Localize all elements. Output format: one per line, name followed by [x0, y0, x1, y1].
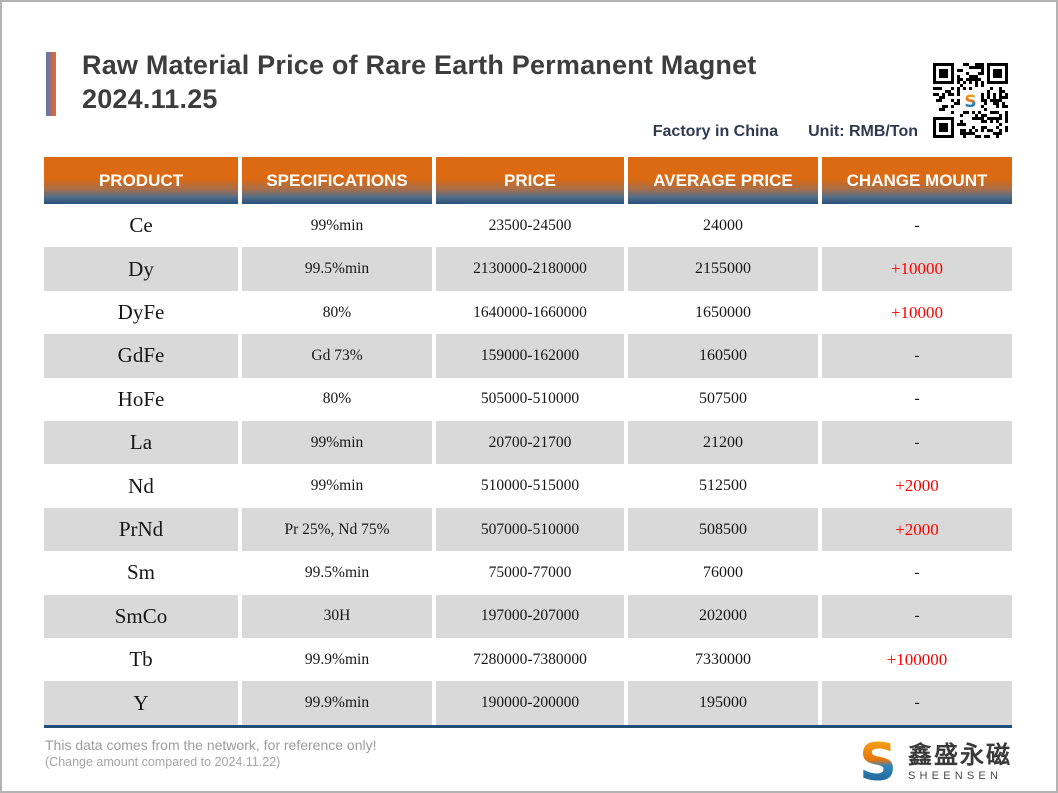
price-table: PRODUCT SPECIFICATIONS PRICE AVERAGE PRICE C… — [44, 157, 1012, 728]
cell-specification: 99.9%min — [238, 638, 432, 682]
cell-specification: 99%min — [238, 204, 432, 248]
header-cell-specifications: SPECIFICATIONS — [238, 157, 432, 204]
table-row: SmCo 30H 197000-207000 202000- — [44, 594, 1012, 639]
page-date: 2024.11.25 — [82, 84, 218, 114]
cell-change: - — [818, 594, 1012, 639]
table-row: PrNd Pr 25%, Nd 75% 507000-510000 508500 +20… — [44, 507, 1012, 552]
title-block: Raw Material Price of Rare Earth Permane… — [82, 48, 757, 116]
cell-price: 510000-515000 — [432, 464, 624, 508]
cell-average-price: 76000 — [624, 551, 818, 595]
table-row: Sm 99.5%min 75000-77000 76000- — [44, 551, 1012, 595]
cell-price: 197000-207000 — [432, 594, 624, 639]
cell-price: 2130000-2180000 — [432, 247, 624, 291]
brand-text: 鑫盛永磁 SHEENSEN — [908, 742, 1012, 782]
cell-change: +100000 — [818, 638, 1012, 682]
table-row: Ce 99%min 23500-24500 24000- — [44, 204, 1012, 248]
page-title: Raw Material Price of Rare Earth Permane… — [82, 50, 757, 80]
title-accent-bar — [46, 52, 56, 116]
brand-logo: S 鑫盛永磁 SHEENSEN — [853, 735, 1012, 789]
cell-change: - — [818, 334, 1012, 378]
cell-specification: 80% — [238, 290, 432, 335]
table-row: Tb 99.9%min 7280000-7380000 7330000 +100000 — [44, 638, 1012, 682]
table-row: HoFe 80% 505000-510000 507500- — [44, 377, 1012, 422]
cell-price: 23500-24500 — [432, 204, 624, 248]
cell-average-price: 2155000 — [624, 247, 818, 291]
header-cell-average-price: AVERAGE PRICE — [624, 157, 818, 204]
brand-name-cn: 鑫盛永磁 — [908, 742, 1012, 769]
cell-price: 1640000-1660000 — [432, 290, 624, 335]
cell-change: - — [818, 377, 1012, 422]
qr-code-icon: S — [933, 63, 1008, 138]
cell-average-price: 195000 — [624, 681, 818, 725]
cell-price: 7280000-7380000 — [432, 638, 624, 682]
cell-product: La — [44, 421, 238, 465]
table-body: Ce 99%min 23500-24500 24000- Dy 99.5%min 21300… — [44, 204, 1012, 725]
cell-specification: 80% — [238, 377, 432, 422]
cell-specification: 99%min — [238, 421, 432, 465]
cell-product: Ce — [129, 213, 153, 238]
cell-change: +2000 — [818, 464, 1012, 508]
cell-specification: 99.9%min — [238, 681, 432, 725]
cell-specification: 99.5%min — [238, 551, 432, 595]
cell-change: - — [818, 551, 1012, 595]
cell-product: Y — [44, 681, 238, 725]
cell-average-price: 507500 — [624, 377, 818, 422]
cell-specification: 99%min — [238, 464, 432, 508]
cell-change: - — [818, 421, 1012, 465]
brand-name-en: SHEENSEN — [908, 770, 1003, 782]
cell-product: GdFe — [44, 334, 238, 378]
table-row: La 99%min 20700-21700 21200- — [44, 421, 1012, 465]
sheensen-s-logo-icon: S — [853, 735, 903, 789]
change-note-text: (Change amount compared to 2024.11.22) — [45, 755, 281, 769]
cell-product: Dy — [44, 247, 238, 291]
cell-specification: 30H — [238, 594, 432, 639]
cell-average-price: 160500 — [624, 334, 818, 378]
cell-average-price: 7330000 — [624, 638, 818, 682]
cell-change: +2000 — [818, 507, 1012, 552]
cell-average-price: 21200 — [624, 421, 818, 465]
cell-product: Tb — [129, 647, 153, 672]
cell-average-price: 508500 — [624, 507, 818, 552]
cell-change: - — [818, 681, 1012, 725]
cell-price: 190000-200000 — [432, 681, 624, 725]
cell-price: 507000-510000 — [432, 507, 624, 552]
table-header-row: PRODUCT SPECIFICATIONS PRICE AVERAGE PRICE C… — [44, 157, 1012, 204]
cell-average-price: 24000 — [624, 204, 818, 248]
cell-product: PrNd — [44, 507, 238, 552]
table-row: Dy 99.5%min 2130000-2180000 2155000 +10000 — [44, 247, 1012, 291]
cell-product: HoFe — [117, 386, 165, 411]
factory-label: Factory in China — [652, 123, 779, 140]
cell-product: Nd — [128, 473, 154, 498]
cell-price: 505000-510000 — [432, 377, 624, 422]
header-cell-change-mount: CHANGE MOUNT — [818, 157, 1012, 204]
cell-change: +10000 — [818, 247, 1012, 291]
cell-price: 159000-162000 — [432, 334, 624, 378]
svg-text:S: S — [964, 92, 976, 112]
table-row: Y 99.9%min 190000-200000 195000- — [44, 681, 1012, 725]
cell-change: +10000 — [818, 290, 1012, 335]
cell-product: DyFe — [117, 300, 165, 325]
cell-product: Sm — [126, 560, 155, 585]
cell-average-price: 202000 — [624, 594, 818, 639]
cell-change: - — [818, 204, 1012, 248]
footer-note: This data comes from the network, for re… — [45, 737, 376, 771]
cell-average-price: 512500 — [624, 464, 818, 508]
cell-price: 20700-21700 — [432, 421, 624, 465]
meta-line: Factory in China Unit: RMB/Ton — [653, 123, 918, 141]
logo-letter: S — [859, 735, 896, 789]
table-row: GdFe Gd 73% 159000-162000 160500- — [44, 334, 1012, 378]
disclaimer-text: This data comes from the network, for re… — [45, 737, 377, 753]
header-cell-product: PRODUCT — [44, 157, 238, 204]
cell-price: 75000-77000 — [432, 551, 624, 595]
cell-specification: Gd 73% — [238, 334, 432, 378]
header-cell-price: PRICE — [432, 157, 624, 204]
cell-average-price: 1650000 — [624, 290, 818, 335]
unit-label: Unit: RMB/Ton — [808, 123, 918, 140]
table-row: DyFe 80% 1640000-1660000 1650000 +10000 — [44, 290, 1012, 335]
cell-product: SmCo — [44, 594, 238, 639]
cell-specification: Pr 25%, Nd 75% — [238, 507, 432, 552]
table-row: Nd 99%min 510000-515000 512500 +2000 — [44, 464, 1012, 508]
cell-specification: 99.5%min — [238, 247, 432, 291]
